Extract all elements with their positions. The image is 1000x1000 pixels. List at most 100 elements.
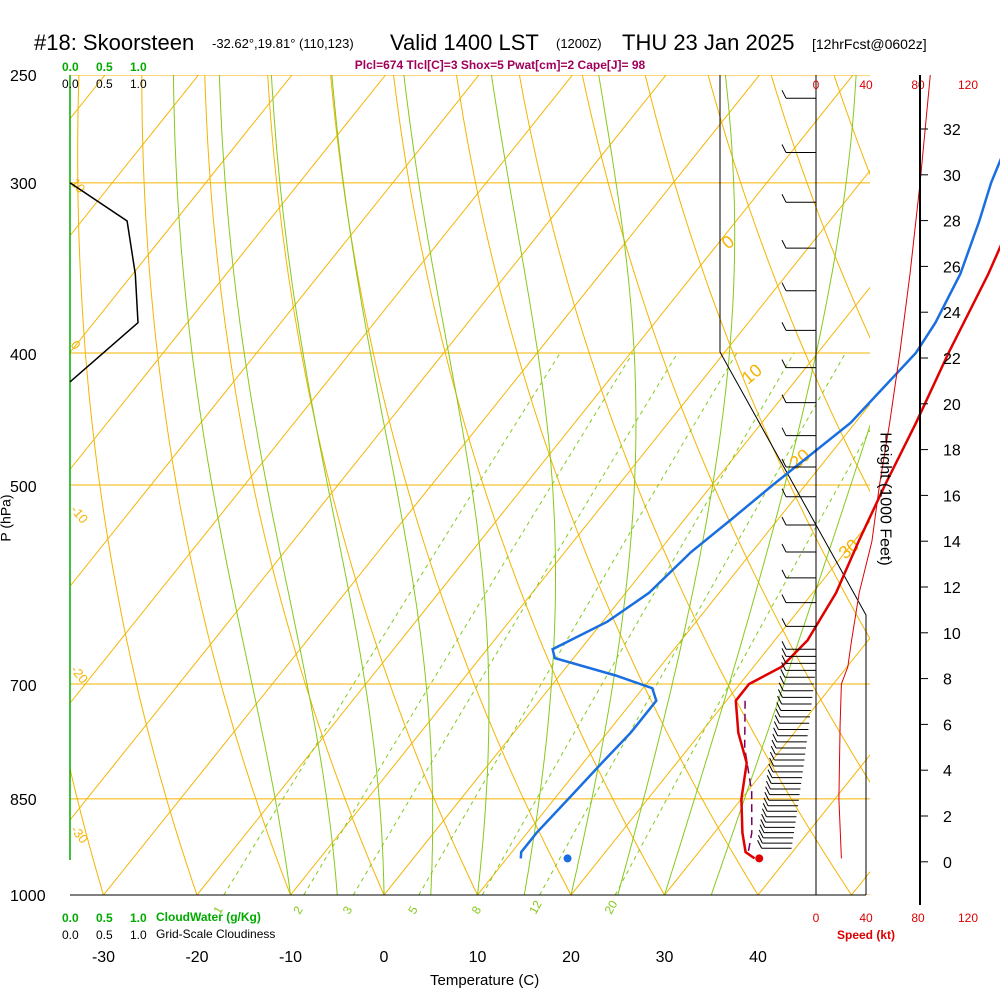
height-tick-label: 6 (943, 717, 952, 734)
wind-barb-flag (769, 757, 775, 767)
wind-barb-flag (773, 727, 779, 736)
surface-temperature-dot (755, 854, 764, 863)
wind-barb-flag (766, 775, 772, 784)
mixing-ratio-line (303, 352, 634, 895)
wind-barb-flag (781, 458, 787, 468)
station-title: #18: Skoorsteen (34, 30, 195, 55)
mixing-ratio-label: 20 (602, 898, 621, 917)
height-tick-label: 14 (943, 534, 961, 551)
moist-adiabat (664, 75, 857, 895)
wind-barb-flag (781, 89, 787, 99)
wind-barb-flag (780, 669, 786, 678)
moist-adiabat (331, 75, 434, 895)
mixing-ratio-line (352, 352, 679, 895)
x-tick-label: 20 (562, 949, 580, 966)
mixing-ratio-line (223, 352, 561, 895)
mixing-ratio-line (614, 428, 870, 895)
dry-adiabat (77, 75, 198, 895)
pressure-tick-label: 300 (10, 176, 37, 193)
forecast-label: [12hrFcst@0602z] (812, 36, 927, 52)
isotherm-line (945, 75, 1000, 895)
cloud-axis-top-label: 0.0 (62, 60, 79, 74)
cloudwater-label: CloudWater (g/Kg) (156, 910, 261, 924)
isotherm-label: -10 (68, 502, 92, 526)
wind-barb-flag (763, 797, 769, 807)
wind-barb-flag (760, 819, 766, 828)
isotherm-label: -20 (68, 662, 92, 686)
cloudiness-axis-top-label: 0.5 (96, 77, 113, 91)
moist-adiabat (710, 423, 870, 895)
speed-bottom-label: 80 (911, 911, 925, 925)
wind-barb-flag (781, 640, 787, 650)
wind-barb-flag (761, 808, 767, 817)
isotherm-line (70, 75, 480, 588)
cloud-axis-bottom-label: 0.5 (96, 911, 113, 925)
y-axis-title: P (hPa) (0, 494, 14, 541)
frame-right-edge (719, 75, 867, 895)
wind-barb-flag (764, 792, 770, 801)
wind-barb-flag (781, 569, 787, 579)
height-tick-label: 28 (943, 214, 961, 231)
height-tick-label: 24 (943, 305, 961, 322)
moist-adiabat (491, 75, 556, 895)
height-tick-label: 22 (943, 351, 961, 368)
wind-barb-flag (771, 739, 777, 749)
wind-barb-flag (774, 715, 780, 724)
x-tick-label: 0 (380, 949, 389, 966)
isotherm-line (70, 75, 667, 821)
dry-adiabat (644, 75, 870, 640)
x-axis-title: Temperature (C) (430, 972, 540, 989)
pressure-tick-label: 700 (10, 678, 37, 695)
wind-barb-flag (757, 834, 763, 844)
parcel-profile (743, 700, 753, 856)
wind-barb-flag (773, 721, 779, 730)
station-coords: -32.62°,19.81° (110,123) (212, 36, 354, 51)
cloudiness-axis-bottom-label: 0.0 (62, 928, 79, 942)
wind-barb-flag (781, 239, 787, 249)
pressure-tick-label: 850 (10, 792, 37, 809)
wind-barb-flag (765, 780, 771, 790)
temperature-profile (734, 244, 1000, 860)
isotherm-line (383, 286, 870, 895)
cloudiness-label: Grid-Scale Cloudiness (156, 927, 276, 941)
wind-barb-flag (761, 813, 767, 823)
dry-adiabat (0, 75, 10, 895)
height-tick-label: 8 (943, 672, 952, 689)
wind-barb-flag (770, 745, 776, 755)
height-axis-title: Height (1000 Feet) (876, 432, 894, 566)
wind-barb-flag (778, 682, 784, 691)
dry-adiabat (770, 75, 870, 339)
wind-barb-flag (781, 144, 787, 153)
speed-top-label: 120 (958, 78, 978, 92)
wind-barb-flag (781, 322, 787, 331)
mixing-ratio-line (418, 352, 738, 895)
mixing-ratio-label: 12 (526, 898, 545, 917)
speed-top-label: 80 (911, 78, 925, 92)
height-tick-label: 10 (943, 626, 961, 643)
wind-speed-profile (838, 74, 931, 859)
mixing-ratio-label: 3 (340, 903, 356, 916)
wind-barb-flag (781, 394, 787, 403)
cloudiness-axis-bottom-label: 0.5 (96, 928, 113, 942)
cloud-axis-bottom-label: 0.0 (62, 911, 79, 925)
x-tick-label: 30 (656, 949, 674, 966)
isotherm-line (70, 75, 573, 704)
wind-barb-flag (772, 733, 778, 743)
wind-barb-flag (758, 829, 764, 839)
cloudiness-axis-top-label: 1.0 (130, 77, 147, 91)
x-tick-label: -10 (279, 949, 302, 966)
dry-adiabat (141, 75, 291, 895)
cloud-axis-top-label: 0.5 (96, 60, 113, 74)
speed-axis-label: Speed (kt) (837, 928, 896, 942)
mixing-ratio-label: 5 (405, 903, 421, 916)
moist-adiabat (173, 75, 291, 895)
moist-adiabat (403, 75, 490, 895)
wind-barb-flag (777, 695, 783, 705)
speed-top-label: 0 (813, 78, 820, 92)
isotherm-line (290, 169, 870, 895)
wind-barb-flag (781, 655, 787, 664)
wind-barb-flag (781, 194, 787, 203)
speed-bottom-label: 0 (813, 911, 820, 925)
background-lines (0, 75, 1000, 895)
